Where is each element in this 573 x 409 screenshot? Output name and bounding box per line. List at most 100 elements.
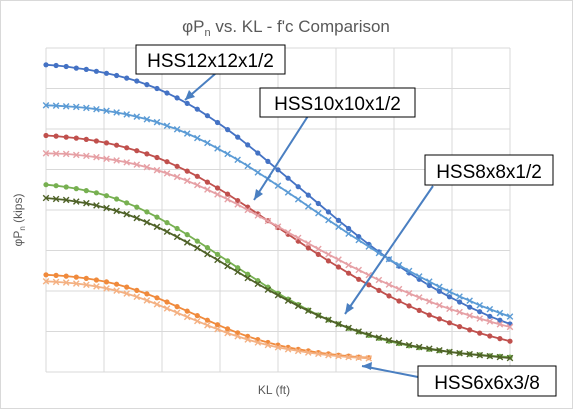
data-point (466, 297, 473, 305)
data-point (194, 106, 200, 112)
data-point (93, 138, 99, 144)
data-point (83, 66, 89, 72)
data-point (284, 297, 292, 305)
data-point (456, 349, 463, 357)
data-point (476, 351, 484, 359)
data-point (457, 324, 463, 330)
data-point (72, 151, 80, 159)
data-point (235, 198, 241, 204)
data-point (244, 274, 252, 282)
data-point (194, 313, 200, 319)
data-point (254, 212, 262, 219)
data-point (284, 189, 292, 196)
data-point (93, 283, 100, 290)
data-point (264, 217, 272, 225)
data-point (173, 309, 181, 317)
data-point (214, 322, 221, 328)
callout-label-hss6: HSS6x6x3/8 (434, 373, 540, 394)
data-point (103, 285, 110, 292)
data-point (224, 329, 231, 337)
data-point (124, 200, 130, 206)
data-point (235, 134, 241, 140)
data-point (143, 219, 151, 226)
data-point (144, 151, 150, 157)
data-point (72, 103, 80, 111)
data-point (405, 267, 413, 275)
data-point (63, 184, 69, 190)
data-point (114, 196, 120, 202)
data-point (83, 136, 89, 142)
data-point (294, 302, 302, 310)
data-point (114, 142, 120, 148)
data-point (436, 346, 443, 354)
data-point (346, 270, 352, 276)
data-point (153, 300, 161, 308)
data-point (396, 298, 402, 304)
data-point (294, 196, 302, 203)
data-point (103, 204, 110, 212)
callout-box-hss12 (135, 44, 286, 75)
data-point (426, 298, 433, 305)
data-point (304, 307, 312, 315)
data-point (153, 118, 161, 126)
data-point (43, 272, 49, 278)
data-point (294, 347, 302, 355)
data-point (487, 333, 493, 339)
data-point (415, 343, 423, 351)
data-point (134, 148, 140, 154)
data-point (355, 328, 362, 335)
data-point (143, 163, 151, 171)
data-point (365, 243, 373, 250)
data-point (63, 134, 69, 140)
callout-arrow-hss8 (344, 185, 434, 315)
data-point (355, 236, 362, 244)
data-point (53, 133, 59, 139)
data-point (183, 239, 191, 246)
data-point (294, 234, 302, 242)
data-point (133, 293, 141, 301)
data-point (184, 168, 190, 174)
data-point (325, 209, 331, 215)
data-point (335, 264, 342, 270)
data-point (204, 322, 211, 329)
data-point (164, 299, 170, 305)
callout-label-hss12: HSS12x12x1/2 (147, 51, 274, 72)
data-point (164, 159, 170, 165)
data-point (416, 307, 422, 313)
data-point (335, 256, 342, 263)
data-point (183, 313, 191, 321)
data-point (426, 345, 433, 352)
data-point (467, 304, 473, 310)
data-point (134, 204, 140, 210)
data-point (124, 145, 130, 151)
data-point (103, 70, 110, 76)
data-point (224, 150, 231, 158)
data-point (93, 105, 100, 113)
data-point (163, 305, 171, 312)
x-axis-label: KL (ft) (258, 383, 290, 397)
data-point (234, 201, 241, 208)
data-point (345, 324, 352, 332)
data-point (83, 152, 90, 160)
data-point (72, 198, 80, 205)
data-point (144, 82, 150, 88)
callout-arrowhead-hss6 (362, 362, 372, 370)
data-point (395, 285, 403, 293)
data-point (254, 280, 262, 288)
data-point (486, 352, 494, 360)
data-point (426, 278, 433, 285)
data-point (214, 325, 221, 333)
series-layer (42, 62, 514, 362)
data-point (42, 150, 50, 157)
data-point (325, 216, 332, 224)
data-point (477, 330, 483, 336)
data-point (466, 312, 473, 319)
data-point (214, 185, 221, 191)
data-point (42, 194, 50, 202)
series-5 (42, 194, 514, 362)
data-point (184, 308, 190, 314)
data-point (163, 228, 171, 236)
data-point (245, 271, 251, 277)
data-point (204, 186, 211, 193)
data-point (395, 261, 403, 269)
